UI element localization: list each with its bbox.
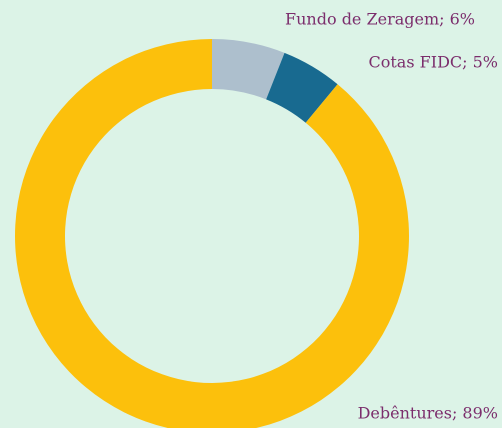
data-label: Debêntures; 89% [358, 404, 498, 423]
donut-segment [266, 52, 338, 123]
data-label: Fundo de Zeragem; 6% [285, 10, 475, 29]
donut-segment [212, 39, 285, 100]
data-label: Cotas FIDC; 5% [369, 53, 499, 72]
